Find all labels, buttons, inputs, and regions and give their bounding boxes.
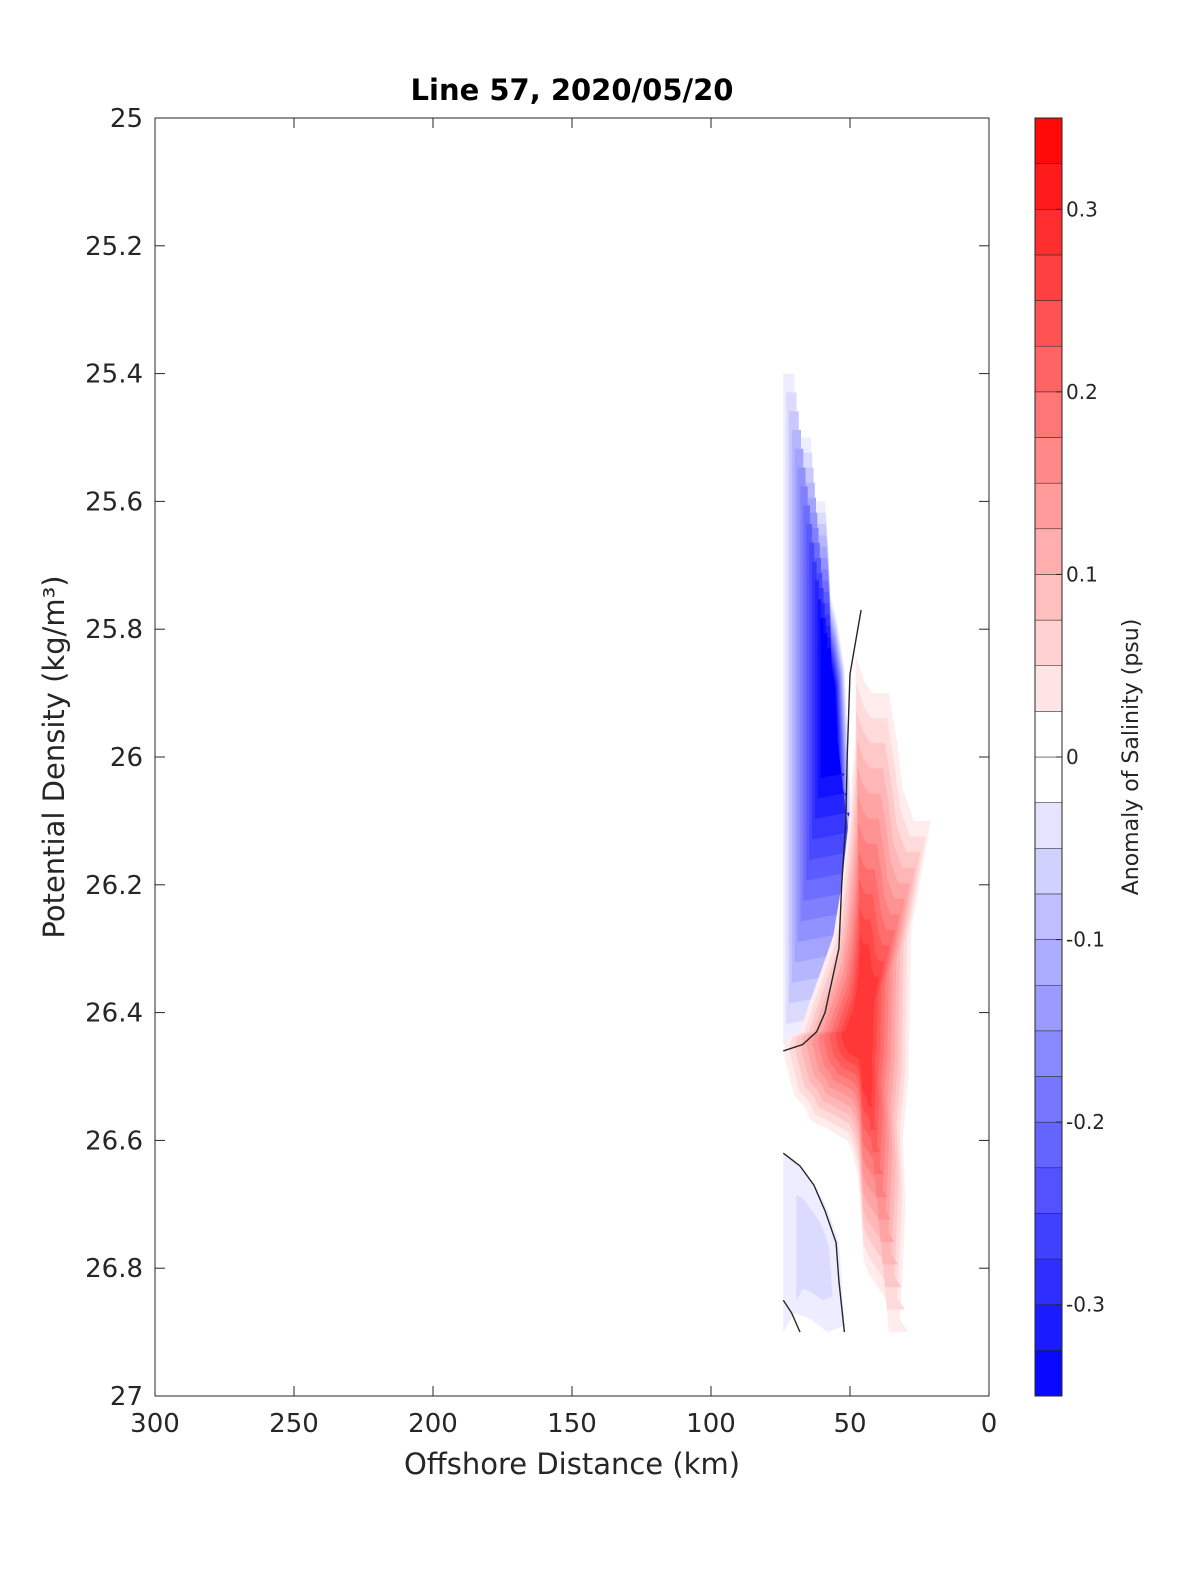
- colorbar-level: [1034, 984, 1063, 1032]
- x-tick-label: 200: [408, 1409, 458, 1439]
- contour-fill-layer: [783, 373, 931, 1333]
- colorbar-level: [1034, 665, 1063, 712]
- colorbar-level: [1034, 711, 1063, 758]
- colorbar-level: [1034, 528, 1063, 575]
- zero-contour-line: [782, 1152, 846, 1333]
- y-axis: 25 25.2 25.4 25.6 25.8 26 26.2 26.4 26.6 26.8 27: [85, 104, 989, 1412]
- colorbar-level: [1034, 391, 1063, 438]
- contour-region: [783, 654, 931, 1333]
- x-axis-label: Offshore Distance (km): [404, 1447, 740, 1481]
- colorbar-level: [1034, 254, 1063, 301]
- x-tick-label: 50: [833, 1409, 866, 1439]
- y-tick-label: 27: [110, 1382, 143, 1412]
- y-tick-label: 26: [110, 743, 143, 773]
- colorbar-level: [1034, 482, 1063, 530]
- x-tick-label: 300: [130, 1409, 180, 1439]
- y-tick-label: 25.4: [85, 360, 143, 390]
- x-tick-label: 150: [547, 1409, 597, 1439]
- colorbar-level: [1034, 345, 1063, 393]
- colorbar-tick-label: 0.3: [1066, 197, 1098, 221]
- y-tick-label: 25.8: [85, 615, 143, 645]
- colorbar-tick-label: 0: [1066, 745, 1079, 769]
- x-tick-label: 100: [686, 1409, 736, 1439]
- colorbar-level: [1034, 574, 1063, 621]
- contour-region: [783, 373, 884, 1045]
- colorbar-level: [1034, 1258, 1063, 1305]
- zero-contour-layer: [782, 609, 862, 1333]
- x-tick-label: 0: [981, 1409, 998, 1439]
- colorbar-level: [1034, 939, 1063, 986]
- colorbar-ticks: -0.3 -0.2 -0.1 0 0.1 0.2 0.3: [1056, 197, 1105, 1317]
- contour-level-band: [820, 618, 845, 778]
- zero-contour-line: [783, 609, 862, 1052]
- colorbar-level: [1034, 300, 1063, 347]
- y-tick-label: 25: [110, 104, 143, 134]
- colorbar-level: [1034, 1350, 1063, 1397]
- colorbar-level: [1034, 893, 1063, 940]
- colorbar-tick-label: 0.2: [1066, 380, 1098, 404]
- y-tick-label: 26.6: [85, 1126, 143, 1156]
- colorbar-level: [1034, 1121, 1063, 1169]
- contour-level-band: [841, 934, 879, 1107]
- y-tick-label: 25.6: [85, 487, 143, 517]
- y-tick-label: 26.2: [85, 871, 143, 901]
- contour-region: [783, 1153, 845, 1333]
- y-tick-label: 25.2: [85, 232, 143, 262]
- x-tick-label: 250: [269, 1409, 319, 1439]
- colorbar-level: [1034, 1167, 1063, 1214]
- colorbar-tick-label: -0.2: [1066, 1110, 1105, 1134]
- x-axis: 300 250 200 150 100 50 0: [130, 118, 997, 1439]
- colorbar-label: Anomaly of Salinity (psu): [1119, 619, 1144, 896]
- colorbar-tick-label: -0.1: [1066, 928, 1105, 952]
- y-tick-label: 26.4: [85, 999, 143, 1029]
- colorbar-level: [1034, 437, 1063, 484]
- colorbar-level: [1034, 1304, 1063, 1351]
- colorbar-level: [1034, 209, 1063, 256]
- contour-level-band: [796, 1194, 833, 1301]
- colorbar-level: [1034, 619, 1063, 666]
- chart-title: Line 57, 2020/05/20: [411, 73, 734, 107]
- colorbar-level: [1034, 756, 1063, 803]
- colorbar-level: [1034, 117, 1063, 164]
- colorbar-level: [1034, 1076, 1063, 1123]
- colorbar-tick-label: 0.1: [1066, 562, 1098, 586]
- colorbar-level: [1034, 1030, 1063, 1077]
- colorbar-level: [1034, 1213, 1063, 1260]
- y-tick-label: 26.8: [85, 1254, 143, 1284]
- y-axis-label: Potential Density (kg/m³): [37, 575, 71, 938]
- colorbar-tick-label: -0.3: [1066, 1293, 1105, 1317]
- colorbar-level: [1034, 802, 1063, 849]
- zero-contour-line: [782, 1299, 801, 1333]
- colorbar-level: [1034, 848, 1063, 895]
- colorbar-level: [1034, 163, 1063, 210]
